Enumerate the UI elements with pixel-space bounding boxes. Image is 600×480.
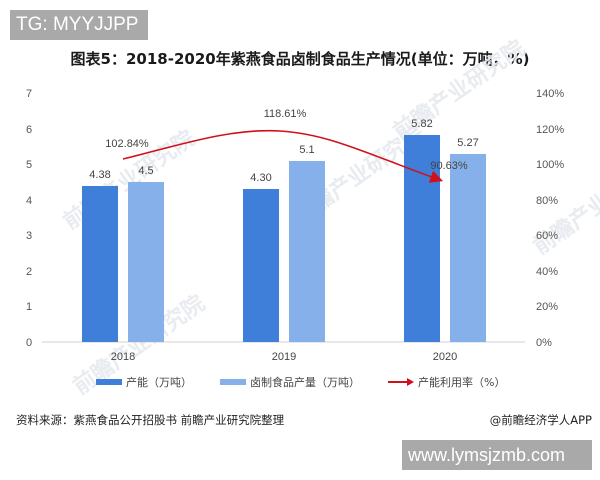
- svg-text:20%: 20%: [536, 301, 558, 313]
- svg-text:0: 0: [26, 337, 32, 349]
- svg-text:80%: 80%: [536, 195, 558, 207]
- bars-capacity: [82, 135, 440, 342]
- svg-text:4.5: 4.5: [138, 165, 153, 177]
- bar-capacity-2018: [82, 186, 118, 342]
- svg-text:2: 2: [26, 266, 32, 278]
- bar-capacity-2019: [243, 189, 279, 342]
- legend-item-output: 卤制食品产量（万吨）: [220, 374, 360, 390]
- svg-text:3: 3: [26, 230, 32, 242]
- bars-output: [128, 154, 486, 342]
- svg-text:5: 5: [26, 159, 32, 171]
- labels-utilization: 102.84% 118.61% 90.63%: [105, 108, 468, 172]
- svg-text:5.27: 5.27: [457, 137, 478, 149]
- chart-legend: 产能（万吨） 卤制食品产量（万吨） 产能利用率（%）: [96, 374, 533, 390]
- svg-text:2019: 2019: [272, 351, 296, 363]
- svg-text:0%: 0%: [536, 337, 552, 349]
- svg-text:90.63%: 90.63%: [430, 160, 468, 172]
- arrow-right-icon: [388, 378, 414, 386]
- right-axis: 0% 20% 40% 60% 80% 100% 120% 140%: [536, 88, 564, 349]
- svg-text:4.30: 4.30: [250, 172, 271, 184]
- legend-item-utilization: 产能利用率（%）: [388, 374, 505, 390]
- x-axis-labels: 2018 2019 2020: [111, 351, 457, 363]
- svg-text:140%: 140%: [536, 88, 564, 100]
- svg-text:4.38: 4.38: [89, 169, 110, 181]
- labels-output: 4.5 5.1 5.27: [138, 137, 478, 177]
- svg-text:2018: 2018: [111, 351, 135, 363]
- svg-text:前瞻产业研究院: 前瞻产业研究院: [389, 35, 530, 145]
- labels-capacity: 4.38 4.30 5.82: [89, 118, 432, 184]
- watermark-top: TG: MYYJJPP: [10, 10, 148, 40]
- bar-output-2019: [289, 161, 325, 342]
- app-credit: @前瞻经济学人APP: [489, 413, 592, 427]
- svg-text:7: 7: [26, 88, 32, 100]
- left-axis: 0 1 2 3 4 5 6 7: [26, 88, 32, 349]
- chart-title: 图表5：2018-2020年紫燕食品卤制食品生产情况(单位：万吨，%): [70, 50, 530, 68]
- svg-text:118.61%: 118.61%: [264, 108, 307, 120]
- legend-swatch-output: [220, 379, 246, 385]
- svg-text:60%: 60%: [536, 230, 558, 242]
- source-note: 资料来源：紫燕食品公开招股书 前瞻产业研究院整理: [16, 413, 285, 427]
- svg-text:2020: 2020: [433, 351, 457, 363]
- svg-text:40%: 40%: [536, 266, 558, 278]
- svg-text:1: 1: [26, 301, 32, 313]
- svg-text:120%: 120%: [536, 124, 564, 136]
- utilization-line: [122, 129, 444, 183]
- bar-output-2018: [128, 182, 164, 342]
- svg-text:5.82: 5.82: [411, 118, 432, 130]
- svg-text:102.84%: 102.84%: [105, 138, 149, 150]
- legend-item-capacity: 产能（万吨）: [96, 374, 192, 390]
- legend-swatch-capacity: [96, 379, 122, 385]
- svg-text:4: 4: [26, 195, 32, 207]
- bar-output-2020: [450, 154, 486, 342]
- legend-label-utilization: 产能利用率（%）: [418, 376, 506, 389]
- watermark-bottom: www.lymsjzmb.com: [402, 440, 592, 470]
- legend-label-capacity: 产能（万吨）: [126, 376, 192, 389]
- svg-text:5.1: 5.1: [299, 144, 314, 156]
- legend-label-output: 卤制食品产量（万吨）: [250, 376, 360, 389]
- svg-text:6: 6: [26, 124, 32, 136]
- svg-text:100%: 100%: [536, 159, 564, 171]
